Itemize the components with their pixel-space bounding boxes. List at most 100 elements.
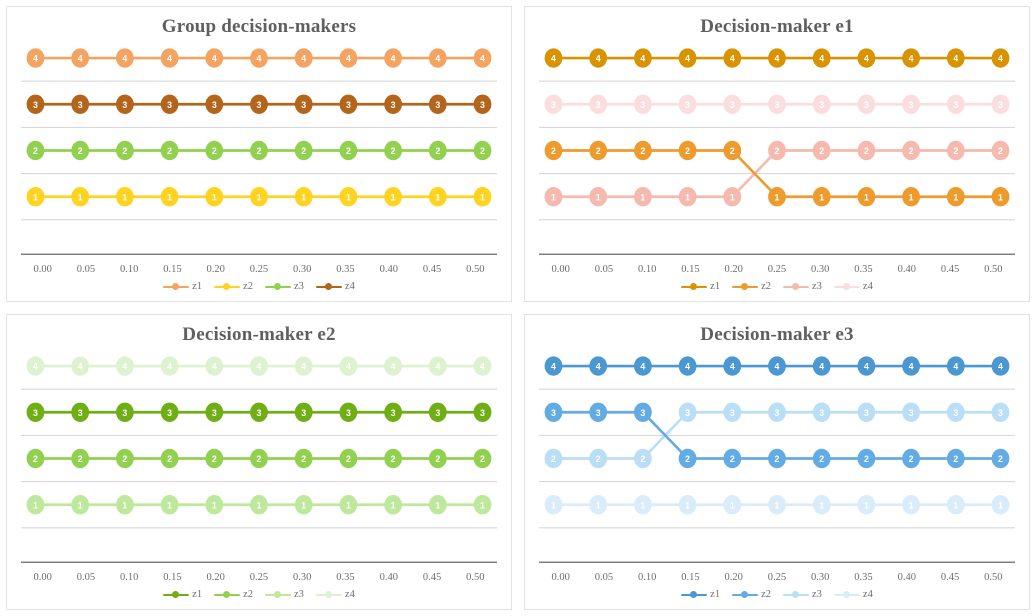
data-point <box>902 356 921 376</box>
data-point <box>768 448 786 469</box>
data-point-label: 3 <box>122 100 127 110</box>
series-z1: 4 4 4 4 4 4 4 4 4 4 4 <box>544 48 1010 68</box>
data-point-label: 2 <box>301 454 306 464</box>
series-z4: 3 3 3 3 3 3 3 3 3 3 3 <box>544 94 1010 114</box>
data-point-label: 3 <box>953 100 958 110</box>
data-point <box>428 48 447 68</box>
data-point-label: 4 <box>909 53 915 63</box>
data-point-label: 1 <box>909 192 914 202</box>
data-point-label: 4 <box>864 361 870 371</box>
data-point <box>946 48 965 68</box>
x-tick-label: 0.25 <box>767 572 787 583</box>
data-point-label: 1 <box>480 192 485 202</box>
data-point-label: 3 <box>909 100 914 110</box>
data-point <box>633 140 652 161</box>
legend-item-z1[interactable]: z1 <box>681 281 720 292</box>
data-point-label: 1 <box>78 500 83 510</box>
data-point-label: 3 <box>819 408 824 418</box>
series-z2: 3 3 3 2 2 2 2 2 2 2 2 <box>544 402 1010 469</box>
data-point <box>589 48 608 68</box>
data-point <box>857 495 876 515</box>
data-point-label: 1 <box>775 500 780 510</box>
legend-swatch-icon <box>732 590 759 600</box>
data-point-label: 4 <box>730 53 736 63</box>
data-point <box>384 48 403 68</box>
data-point <box>544 48 563 68</box>
data-point-label: 3 <box>33 100 38 110</box>
data-point-label: 4 <box>78 361 84 371</box>
series-z2: 1 1 1 1 1 1 1 1 1 1 1 <box>26 187 492 207</box>
legend-item-z2[interactable]: z2 <box>214 281 253 292</box>
data-point-label: 4 <box>551 361 557 371</box>
data-point <box>205 402 224 422</box>
data-point-label: 3 <box>864 100 869 110</box>
data-point <box>544 448 563 469</box>
data-point-label: 3 <box>167 100 172 110</box>
data-point <box>473 140 492 161</box>
x-tick-label: 0.10 <box>637 572 657 583</box>
data-point <box>857 94 876 114</box>
legend-item-z2[interactable]: z2 <box>732 281 771 292</box>
data-point-label: 4 <box>301 361 307 371</box>
data-point <box>812 448 831 469</box>
legend-item-z4[interactable]: z4 <box>315 281 355 292</box>
data-point <box>205 495 224 515</box>
data-point-label: 2 <box>435 146 440 156</box>
data-point <box>26 94 45 114</box>
data-point-label: 2 <box>640 454 645 464</box>
data-point <box>946 187 965 207</box>
data-point <box>723 94 742 114</box>
data-point-label: 2 <box>819 454 824 464</box>
data-point <box>428 187 447 207</box>
data-point-label: 4 <box>435 53 441 63</box>
legend-swatch-icon <box>681 590 708 600</box>
series-z4: 4 4 4 4 4 4 4 4 4 4 4 <box>26 356 492 376</box>
data-point <box>633 187 652 207</box>
legend-item-z4[interactable]: z4 <box>833 589 873 600</box>
legend-item-z1[interactable]: z1 <box>681 589 720 600</box>
legend-swatch-icon <box>833 282 860 292</box>
data-point <box>71 402 90 422</box>
data-point <box>946 356 965 376</box>
data-point <box>115 402 134 422</box>
data-point <box>294 495 313 515</box>
legend-swatch-icon <box>214 590 241 600</box>
data-point <box>768 48 786 68</box>
data-point <box>205 140 224 161</box>
legend-swatch-icon <box>681 282 708 292</box>
legend-label: z2 <box>761 589 771 600</box>
data-point-label: 1 <box>257 192 262 202</box>
legend-item-z1[interactable]: z1 <box>163 281 202 292</box>
legend-item-z1[interactable]: z1 <box>163 589 202 600</box>
x-tick-label: 0.00 <box>33 572 52 583</box>
x-tick-label: 0.50 <box>984 572 1003 583</box>
data-point <box>633 448 652 469</box>
data-point-label: 3 <box>909 408 914 418</box>
legend-item-z3[interactable]: z3 <box>265 281 304 292</box>
legend-item-z3[interactable]: z3 <box>783 589 822 600</box>
x-tick-label: 0.10 <box>119 572 139 583</box>
data-point <box>812 94 831 114</box>
legend-item-z4[interactable]: z4 <box>315 589 355 600</box>
legend-item-z3[interactable]: z3 <box>265 589 304 600</box>
data-point-label: 2 <box>391 146 396 156</box>
data-point <box>115 140 134 161</box>
legend-label: z4 <box>862 281 873 292</box>
data-point-label: 2 <box>122 146 127 156</box>
data-point-label: 3 <box>212 408 217 418</box>
data-point <box>857 187 876 207</box>
data-point <box>71 48 90 68</box>
data-point-label: 4 <box>122 361 128 371</box>
data-point <box>991 187 1010 207</box>
data-point <box>633 356 652 376</box>
legend-item-z2[interactable]: z2 <box>214 589 253 600</box>
data-point <box>946 140 965 161</box>
legend-item-z2[interactable]: z2 <box>732 589 771 600</box>
data-point <box>678 187 697 207</box>
legend-item-z4[interactable]: z4 <box>833 281 873 292</box>
data-point-label: 3 <box>435 408 440 418</box>
legend-item-z3[interactable]: z3 <box>783 281 822 292</box>
data-point-label: 2 <box>730 146 735 156</box>
data-point <box>26 48 45 68</box>
data-point <box>115 495 134 515</box>
